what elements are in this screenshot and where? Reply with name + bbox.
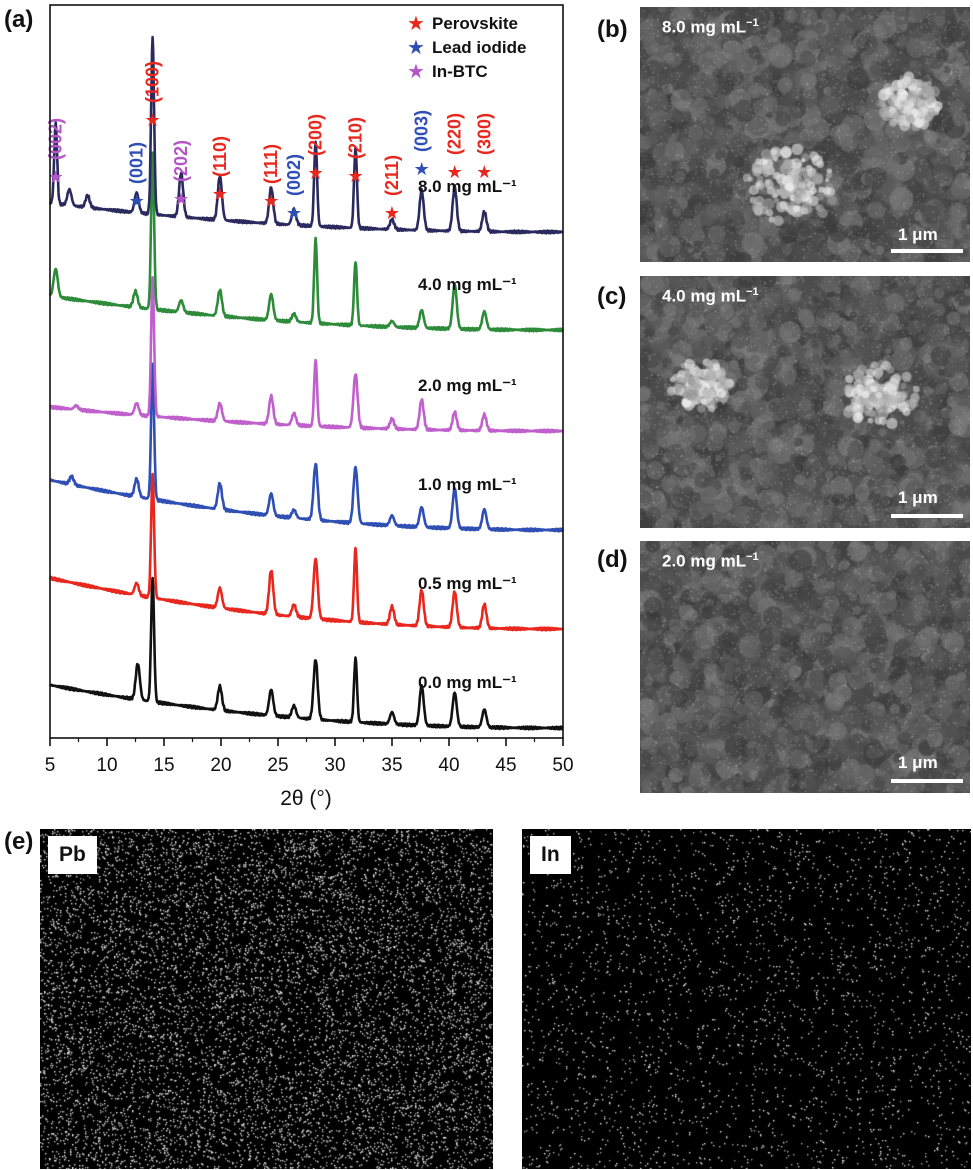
peak-star-icon: ★ (347, 166, 363, 186)
x-tick-label: 10 (96, 755, 117, 776)
peak-star-icon: ★ (129, 191, 145, 211)
legend-label: In-BTC (432, 62, 488, 81)
peak-star-icon: ★ (476, 162, 492, 182)
peak-star-icon: ★ (414, 159, 430, 179)
sem-image-c: 4.0 mg mL−1 1 μm (640, 276, 970, 528)
peak-index-label: (300) (474, 113, 494, 155)
scale-bar-label: 1 μm (898, 488, 938, 507)
x-tick-label: 15 (153, 755, 174, 776)
peak-star-icon: ★ (48, 167, 64, 187)
legend-label: Lead iodide (432, 38, 526, 57)
xrd-curves: 0.0 mg mL⁻¹ 0.5 mg mL⁻¹ 1.0 mg mL⁻¹ 2.0 mg … (48, 35, 565, 731)
xrd-chart: 0.0 mg mL⁻¹ 0.5 mg mL⁻¹ 1.0 mg mL⁻¹ 2.0 mg … (45, 4, 574, 810)
xrd-series-line (48, 35, 564, 235)
legend: ★ Perovskite ★ Lead iodide ★ In-BTC (407, 13, 526, 83)
peak-index-label: (001) (127, 142, 147, 184)
panel-label-e: (e) (4, 828, 34, 855)
legend-star-icon: ★ (407, 13, 425, 35)
scale-bar-label: 1 μm (898, 225, 938, 244)
x-tick-label: 20 (210, 755, 231, 776)
peak-index-label: (202) (171, 140, 191, 182)
series-label: 4.0 mg mL⁻¹ (418, 275, 517, 294)
xrd-series-line (49, 362, 565, 533)
panel-label-c: (c) (597, 283, 627, 310)
sem-image-d: 2.0 mg mL−1 1 μm (640, 541, 970, 793)
peak-star-icon: ★ (145, 110, 161, 130)
peak-index-label: (210) (346, 117, 366, 159)
eds-map-in: In (522, 829, 971, 1169)
series-label: 0.0 mg mL⁻¹ (418, 673, 517, 692)
element-tag: Pb (48, 836, 97, 874)
x-tick-label: 40 (438, 755, 459, 776)
peak-star-icon: ★ (212, 184, 228, 204)
panel-label-a: (a) (4, 6, 34, 33)
scale-bar (891, 249, 963, 253)
sem-texture (640, 276, 970, 528)
sem-texture (640, 7, 970, 262)
peak-star-icon: ★ (308, 163, 324, 183)
xrd-series-line (48, 275, 564, 434)
peak-index-label: (002) (284, 154, 304, 196)
legend-star-icon: ★ (407, 61, 425, 83)
peak-index-label: (002) (46, 118, 66, 160)
peak-star-icon: ★ (286, 203, 302, 223)
eds-dots (40, 829, 493, 1169)
sem-concentration-label: 4.0 mg mL−1 (662, 286, 759, 306)
scale-bar-label: 1 μm (898, 753, 938, 772)
peak-index-label: (110) (210, 136, 230, 177)
x-tick-label: 25 (267, 755, 288, 776)
sem-concentration-label: 8.0 mg mL−1 (662, 17, 759, 37)
peak-star-icon: ★ (447, 162, 463, 182)
peak-index-label: (003) (412, 110, 432, 152)
x-tick-label: 50 (552, 755, 573, 776)
legend-star-icon: ★ (407, 37, 425, 59)
x-tick-label: 30 (324, 755, 345, 776)
sem-texture (640, 541, 970, 793)
peak-star-icon: ★ (384, 203, 400, 223)
legend-label: Perovskite (432, 14, 518, 33)
eds-dots (522, 829, 971, 1169)
panel-label-b: (b) (597, 16, 628, 43)
x-tick-label: 35 (381, 755, 402, 776)
x-tick-label: 5 (45, 755, 56, 776)
series-label: 2.0 mg mL⁻¹ (418, 376, 517, 395)
xrd-annotations: ★(002)★(001)★(100)★(202)★(110)★(111)★(00… (46, 61, 495, 223)
sem-concentration-label: 2.0 mg mL−1 (662, 551, 759, 571)
series-label: 0.5 mg mL⁻¹ (418, 574, 517, 593)
x-axis-label: 2θ (°) (280, 787, 332, 810)
scale-bar (891, 779, 963, 783)
x-axis: 5 10 15 20 25 30 35 40 45 50 (45, 738, 574, 776)
peak-star-icon: ★ (263, 191, 279, 211)
element-tag: In (530, 836, 571, 874)
peak-index-label: (220) (445, 113, 465, 155)
sem-image-b: 8.0 mg mL−1 1 μm (640, 7, 970, 262)
xrd-series-line (48, 576, 564, 731)
scale-bar (891, 514, 963, 518)
xrd-series-line (49, 472, 564, 632)
peak-index-label: (211) (382, 155, 402, 196)
peak-index-label: (100) (143, 61, 163, 103)
series-label: 1.0 mg mL⁻¹ (418, 475, 517, 494)
eds-map-pb: Pb (40, 829, 493, 1169)
peak-star-icon: ★ (173, 189, 189, 209)
peak-index-label: (111) (261, 144, 281, 184)
xrd-series-line (48, 151, 565, 333)
x-tick-label: 45 (495, 755, 516, 776)
panel-label-d: (d) (597, 546, 628, 573)
series-label: 8.0 mg mL⁻¹ (418, 177, 517, 196)
peak-index-label: (200) (306, 114, 326, 156)
